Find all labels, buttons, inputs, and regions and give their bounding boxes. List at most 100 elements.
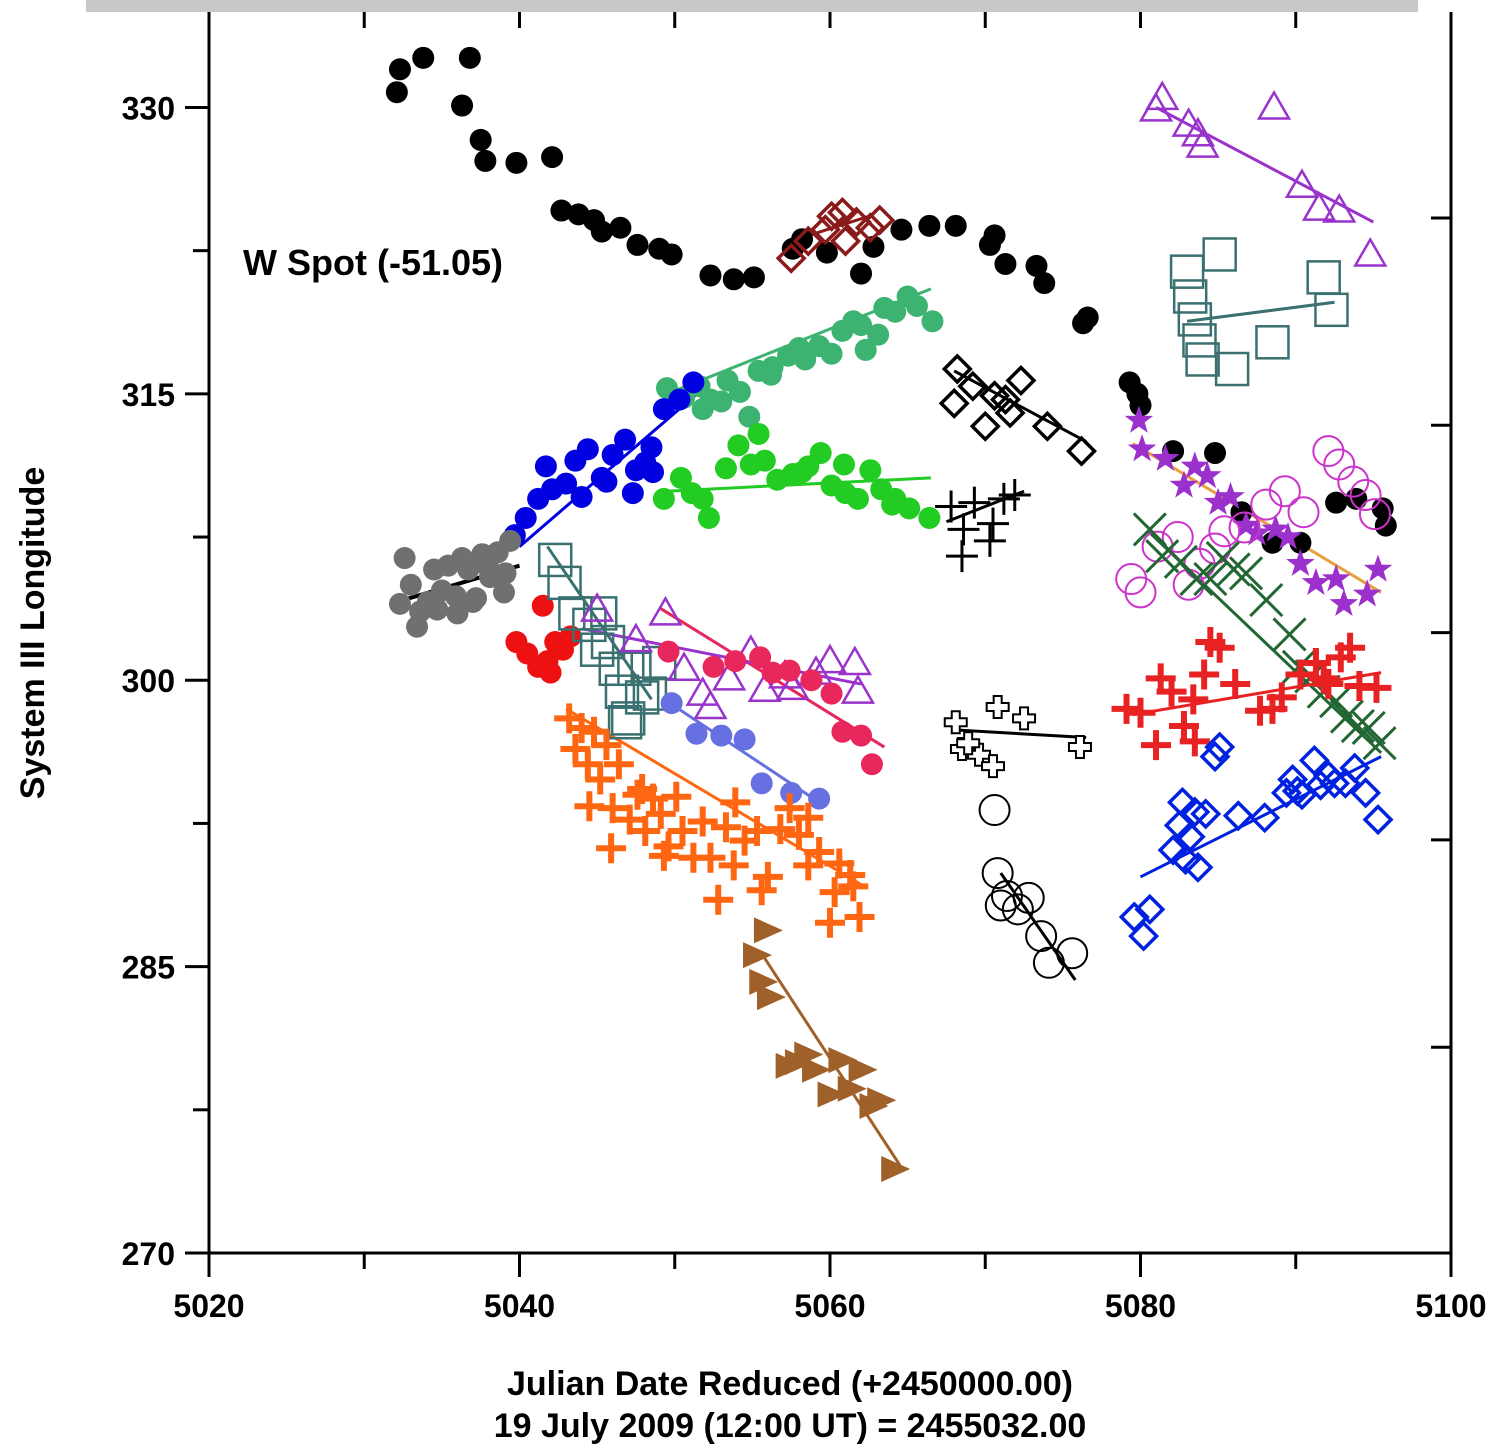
data-point xyxy=(779,660,801,682)
data-point xyxy=(873,297,895,319)
data-point xyxy=(682,371,704,393)
series-4 xyxy=(656,285,943,427)
data-point xyxy=(760,364,782,386)
data-point xyxy=(642,461,664,483)
series-23 xyxy=(1121,734,1391,949)
data-point xyxy=(1131,923,1157,949)
data-point xyxy=(595,471,617,493)
data-point xyxy=(1187,343,1219,375)
data-point xyxy=(703,885,733,915)
data-point xyxy=(640,436,662,458)
data-point xyxy=(850,725,872,747)
data-point xyxy=(723,268,745,290)
data-point xyxy=(1171,256,1203,288)
data-point xyxy=(1116,564,1146,594)
data-point xyxy=(626,234,648,256)
data-point xyxy=(897,285,919,307)
data-point xyxy=(941,390,967,416)
data-point xyxy=(658,641,680,663)
data-point xyxy=(1134,513,1166,545)
data-point xyxy=(810,442,832,464)
data-point xyxy=(808,788,830,810)
data-point xyxy=(1330,589,1359,616)
data-point xyxy=(821,683,843,705)
data-point xyxy=(499,530,521,552)
x-axis-subtitle: 19 July 2009 (12:00 UT) = 2455032.00 xyxy=(494,1407,1087,1445)
y-tick-label: 285 xyxy=(122,950,175,986)
data-point xyxy=(406,616,428,638)
x-tick-label: 5020 xyxy=(173,1288,244,1324)
x-tick-label: 5100 xyxy=(1415,1288,1486,1324)
data-point xyxy=(972,413,998,439)
data-point xyxy=(412,47,434,69)
data-point xyxy=(1313,436,1343,466)
x-axis-title: Julian Date Reduced (+2450000.00) xyxy=(507,1365,1073,1403)
data-point xyxy=(946,540,978,572)
data-point xyxy=(748,423,770,445)
data-point xyxy=(1126,577,1156,607)
data-point xyxy=(426,599,448,621)
data-point xyxy=(788,337,810,359)
data-point xyxy=(474,150,496,172)
data-point xyxy=(1353,579,1382,606)
data-point xyxy=(890,219,912,241)
data-point xyxy=(1204,442,1226,464)
data-point xyxy=(727,434,749,456)
data-point xyxy=(389,593,411,615)
data-markers xyxy=(386,47,1397,1182)
data-point xyxy=(703,656,725,678)
data-point xyxy=(724,650,746,672)
data-point xyxy=(688,679,718,705)
data-point xyxy=(692,488,714,510)
data-point xyxy=(574,791,604,821)
data-point xyxy=(577,438,599,460)
y-tick-label: 300 xyxy=(122,663,175,699)
data-point xyxy=(668,389,690,411)
data-point xyxy=(820,877,850,907)
data-point xyxy=(591,221,613,243)
data-point xyxy=(1365,807,1391,833)
data-point xyxy=(815,646,845,672)
data-point xyxy=(918,215,940,237)
data-point xyxy=(1256,326,1288,358)
data-point xyxy=(734,728,756,750)
data-point xyxy=(715,457,737,479)
data-point xyxy=(614,429,636,451)
data-point xyxy=(833,453,855,475)
data-point xyxy=(1128,434,1157,461)
data-point xyxy=(815,908,845,938)
x-tick-label: 5060 xyxy=(794,1288,865,1324)
data-point xyxy=(849,1057,878,1083)
data-point xyxy=(1170,471,1199,498)
data-point xyxy=(493,581,515,603)
data-point xyxy=(535,455,557,477)
fit-line-3 xyxy=(1187,302,1334,321)
data-point xyxy=(477,557,499,579)
data-point xyxy=(386,81,408,103)
series-11 xyxy=(658,641,883,776)
data-point xyxy=(1216,353,1248,385)
data-point xyxy=(994,253,1016,275)
data-point xyxy=(699,264,721,286)
data-point xyxy=(844,902,874,932)
data-point xyxy=(754,450,776,472)
data-point xyxy=(945,215,967,237)
data-point xyxy=(609,217,631,239)
data-point xyxy=(1218,553,1250,585)
data-point xyxy=(389,58,411,80)
data-point xyxy=(1069,736,1091,758)
data-point xyxy=(751,772,773,794)
data-point xyxy=(685,723,707,745)
data-point xyxy=(1250,584,1282,616)
data-point xyxy=(743,266,765,288)
data-point xyxy=(1069,438,1095,464)
data-point xyxy=(1308,261,1340,293)
data-point xyxy=(1274,618,1306,650)
data-point xyxy=(661,692,683,714)
data-point xyxy=(505,152,527,174)
data-point xyxy=(800,669,822,691)
data-point xyxy=(918,507,940,529)
axes: 5020 5040 5060 5080 5100270285300315330 xyxy=(122,12,1487,1324)
